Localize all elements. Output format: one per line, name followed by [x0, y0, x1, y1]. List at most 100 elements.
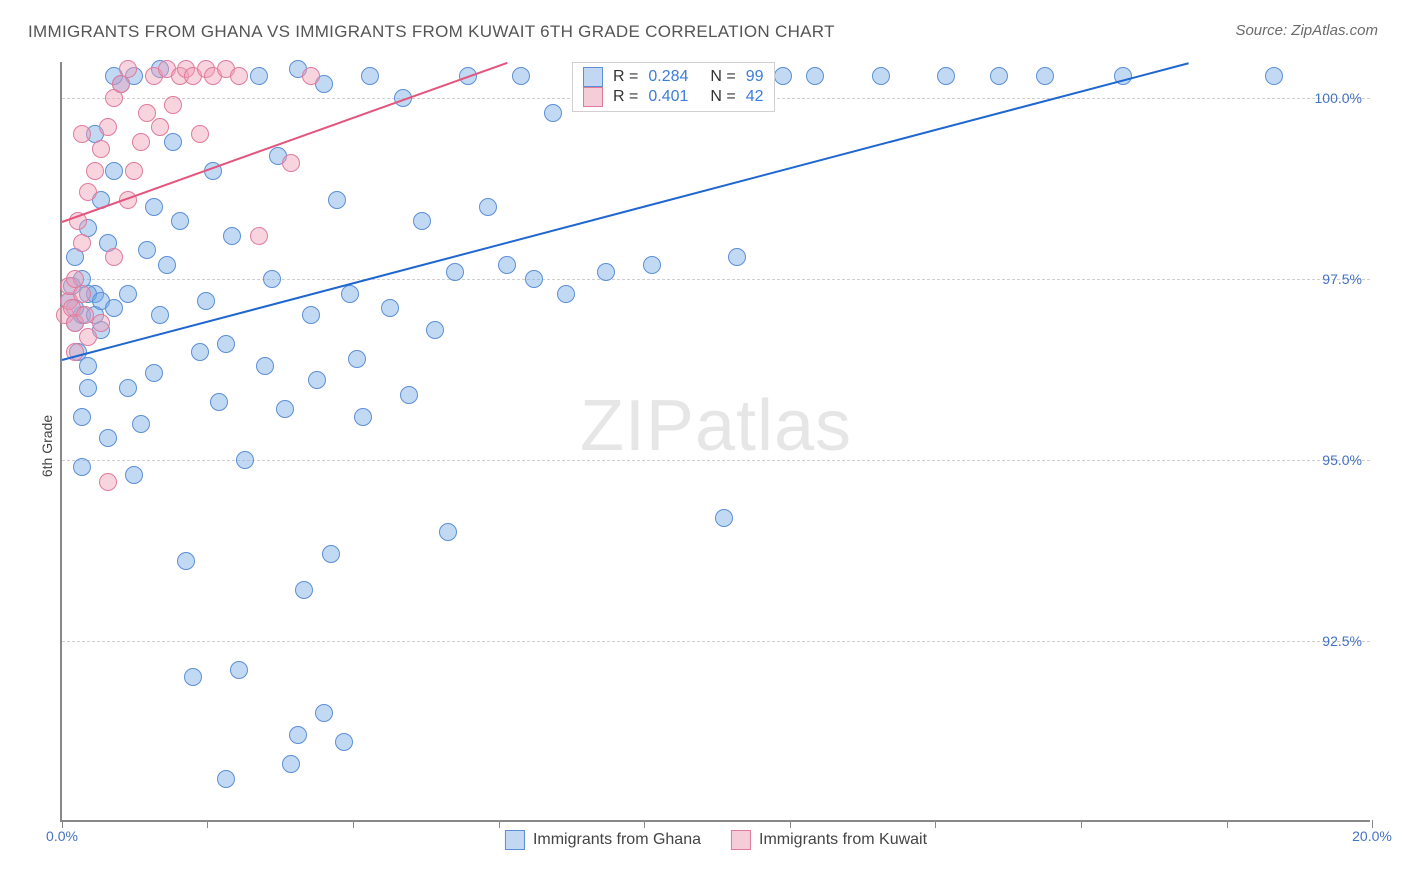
- data-point: [119, 379, 137, 397]
- data-point: [557, 285, 575, 303]
- data-point: [145, 198, 163, 216]
- chart-title: IMMIGRANTS FROM GHANA VS IMMIGRANTS FROM…: [28, 22, 835, 42]
- data-point: [99, 429, 117, 447]
- data-point: [295, 581, 313, 599]
- data-point: [525, 270, 543, 288]
- data-point: [158, 256, 176, 274]
- data-point: [354, 408, 372, 426]
- r-label: R =: [613, 68, 638, 86]
- data-point: [230, 661, 248, 679]
- x-tick: [1081, 820, 1082, 828]
- data-point: [289, 726, 307, 744]
- data-point: [79, 328, 97, 346]
- data-point: [479, 198, 497, 216]
- data-point: [250, 67, 268, 85]
- correlation-legend: R = 0.284N = 99R = 0.401N = 42: [572, 62, 775, 112]
- data-point: [73, 285, 91, 303]
- legend-swatch: [583, 87, 603, 107]
- data-point: [119, 60, 137, 78]
- data-point: [99, 118, 117, 136]
- data-point: [105, 162, 123, 180]
- series-legend: Immigrants from Ghana Immigrants from Kuw…: [505, 830, 927, 850]
- legend-item: Immigrants from Kuwait: [731, 830, 927, 850]
- data-point: [400, 386, 418, 404]
- data-point: [282, 154, 300, 172]
- data-point: [119, 285, 137, 303]
- y-tick-label: 97.5%: [1322, 271, 1362, 287]
- x-tick-label: 0.0%: [46, 828, 78, 844]
- data-point: [145, 364, 163, 382]
- data-point: [92, 140, 110, 158]
- data-point: [105, 248, 123, 266]
- data-point: [643, 256, 661, 274]
- legend-item: Immigrants from Ghana: [505, 830, 701, 850]
- chart-plot-area: ZIPatlas R = 0.284N = 99R = 0.401N = 42 …: [60, 62, 1370, 822]
- data-point: [217, 335, 235, 353]
- data-point: [73, 408, 91, 426]
- r-value: 0.401: [648, 88, 688, 106]
- data-point: [361, 67, 379, 85]
- data-point: [138, 104, 156, 122]
- y-axis-label: 6th Grade: [39, 415, 55, 477]
- data-point: [335, 733, 353, 751]
- data-point: [125, 162, 143, 180]
- gridline: [62, 460, 1370, 461]
- y-tick-label: 95.0%: [1322, 452, 1362, 468]
- legend-label: Immigrants from Kuwait: [759, 831, 927, 849]
- data-point: [164, 96, 182, 114]
- data-point: [184, 668, 202, 686]
- data-point: [79, 183, 97, 201]
- legend-swatch: [583, 67, 603, 87]
- data-point: [282, 755, 300, 773]
- data-point: [806, 67, 824, 85]
- data-point: [197, 292, 215, 310]
- x-tick: [790, 820, 791, 828]
- data-point: [512, 67, 530, 85]
- data-point: [439, 523, 457, 541]
- x-tick: [1372, 820, 1373, 828]
- data-point: [302, 67, 320, 85]
- gridline: [62, 279, 1370, 280]
- data-point: [79, 357, 97, 375]
- source-label: Source: ZipAtlas.com: [1235, 22, 1378, 39]
- n-value: 42: [746, 88, 764, 106]
- data-point: [177, 552, 195, 570]
- data-point: [263, 270, 281, 288]
- data-point: [73, 125, 91, 143]
- data-point: [92, 314, 110, 332]
- watermark-light: atlas: [695, 386, 852, 466]
- n-label: N =: [710, 88, 735, 106]
- x-tick: [207, 820, 208, 828]
- data-point: [328, 191, 346, 209]
- x-tick: [935, 820, 936, 828]
- x-tick: [1227, 820, 1228, 828]
- data-point: [76, 306, 94, 324]
- data-point: [1265, 67, 1283, 85]
- r-value: 0.284: [648, 68, 688, 86]
- data-point: [728, 248, 746, 266]
- data-point: [164, 133, 182, 151]
- watermark-bold: ZIP: [580, 386, 695, 466]
- data-point: [322, 545, 340, 563]
- data-point: [315, 704, 333, 722]
- data-point: [256, 357, 274, 375]
- data-point: [413, 212, 431, 230]
- n-label: N =: [710, 68, 735, 86]
- x-tick: [644, 820, 645, 828]
- x-tick: [353, 820, 354, 828]
- legend-row: R = 0.284N = 99: [583, 67, 764, 87]
- data-point: [990, 67, 1008, 85]
- data-point: [544, 104, 562, 122]
- data-point: [151, 306, 169, 324]
- x-tick: [499, 820, 500, 828]
- data-point: [79, 379, 97, 397]
- x-tick-label: 20.0%: [1352, 828, 1392, 844]
- y-tick-label: 92.5%: [1322, 633, 1362, 649]
- data-point: [872, 67, 890, 85]
- data-point: [348, 350, 366, 368]
- data-point: [125, 466, 143, 484]
- data-point: [191, 343, 209, 361]
- data-point: [597, 263, 615, 281]
- legend-label: Immigrants from Ghana: [533, 831, 701, 849]
- data-point: [151, 118, 169, 136]
